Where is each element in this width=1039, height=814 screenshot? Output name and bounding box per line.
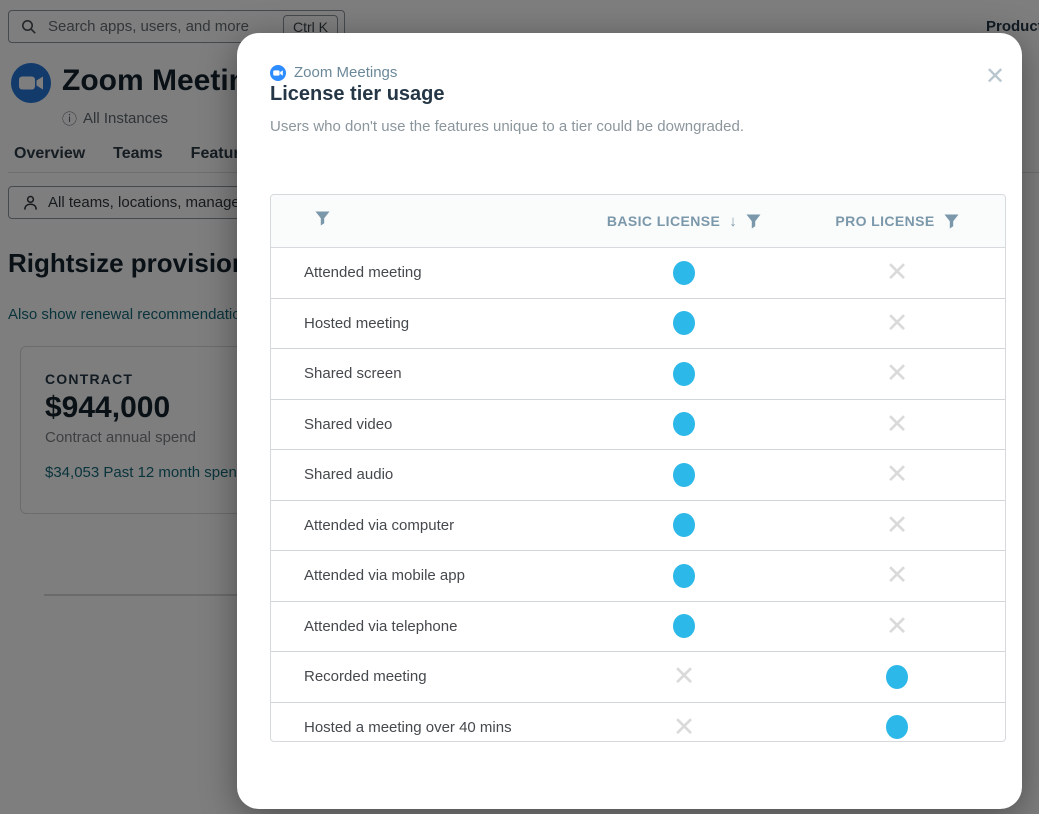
sort-descending-icon: ↓ — [729, 212, 738, 230]
table-body: Attended meeting ✕ Hosted meeting ✕ Shared s… — [271, 248, 1005, 752]
included-dot-icon — [673, 513, 695, 538]
pro-license-column-header[interactable]: PRO LICENSE — [789, 213, 1005, 229]
availability-cell — [579, 513, 789, 538]
feature-label: Attended via computer — [304, 516, 455, 534]
table-row: Recorded meeting ✕ — [271, 652, 1005, 703]
modal-title: License tier usage — [270, 83, 445, 105]
table-row: Shared screen ✕ — [271, 349, 1005, 400]
availability-cell — [579, 563, 789, 588]
license-tier-usage-modal: Zoom Meetings License tier usage Users w… — [237, 33, 1022, 809]
license-tier-table: BASIC LICENSE ↓ PRO LICENSE Attended mee… — [270, 194, 1006, 742]
feature-label: Attended via telephone — [304, 617, 458, 635]
zoom-app-icon — [270, 64, 286, 81]
modal-subtitle: Users who don't use the features unique … — [270, 118, 745, 135]
feature-label: Attended via mobile app — [304, 567, 465, 585]
availability-cell: ✕ — [789, 562, 1005, 589]
not-included-x-icon: ✕ — [672, 711, 696, 742]
modal-app-name-row: Zoom Meetings — [270, 64, 397, 81]
filter-funnel-icon[interactable] — [315, 211, 330, 226]
not-included-x-icon: ✕ — [885, 408, 909, 439]
table-row: Attended meeting ✕ — [271, 248, 1005, 299]
included-dot-icon — [886, 715, 908, 740]
filter-funnel-icon[interactable] — [746, 214, 761, 229]
filter-funnel-icon[interactable] — [944, 214, 959, 229]
not-included-x-icon: ✕ — [885, 459, 909, 490]
availability-cell — [579, 614, 789, 639]
not-included-x-icon: ✕ — [885, 610, 909, 641]
availability-cell — [579, 412, 789, 437]
availability-cell: ✕ — [789, 610, 1005, 641]
not-included-x-icon: ✕ — [885, 257, 909, 288]
not-included-x-icon: ✕ — [885, 307, 909, 338]
availability-cell — [789, 664, 1005, 689]
table-row: Attended via mobile app ✕ — [271, 551, 1005, 602]
not-included-x-icon: ✕ — [885, 560, 909, 591]
availability-cell: ✕ — [789, 307, 1005, 338]
not-included-x-icon: ✕ — [885, 509, 909, 540]
included-dot-icon — [673, 361, 695, 386]
availability-cell: ✕ — [789, 509, 1005, 540]
feature-label: Shared audio — [304, 466, 394, 484]
table-row: Attended via telephone ✕ — [271, 602, 1005, 652]
table-row: Attended via computer ✕ — [271, 501, 1005, 551]
availability-cell — [789, 715, 1005, 740]
included-dot-icon — [673, 311, 695, 336]
availability-cell: ✕ — [579, 663, 789, 690]
modal-app-name: Zoom Meetings — [294, 64, 398, 81]
feature-column-header — [271, 211, 579, 231]
availability-cell — [579, 462, 789, 487]
feature-label: Shared screen — [304, 365, 402, 383]
table-row: Shared video ✕ — [271, 400, 1005, 450]
availability-cell: ✕ — [789, 259, 1005, 286]
included-dot-icon — [673, 614, 695, 639]
availability-cell — [579, 260, 789, 285]
pro-license-label: PRO LICENSE — [835, 213, 935, 229]
feature-label: Attended meeting — [304, 264, 422, 282]
feature-label: Hosted a meeting over 40 mins — [304, 718, 512, 736]
availability-cell — [579, 361, 789, 386]
availability-cell: ✕ — [789, 360, 1005, 387]
availability-cell — [579, 311, 789, 336]
table-row: Shared audio ✕ — [271, 450, 1005, 501]
feature-label: Shared video — [304, 415, 393, 433]
close-icon[interactable]: ✕ — [984, 63, 1006, 90]
basic-license-column-header[interactable]: BASIC LICENSE ↓ — [579, 213, 789, 230]
included-dot-icon — [673, 462, 695, 487]
feature-label: Hosted meeting — [304, 314, 410, 332]
table-row: Hosted a meeting over 40 mins ✕ — [271, 703, 1005, 753]
included-dot-icon — [673, 260, 695, 285]
included-dot-icon — [886, 664, 908, 689]
basic-license-label: BASIC LICENSE — [606, 213, 721, 229]
not-included-x-icon: ✕ — [885, 358, 909, 389]
table-row: Hosted meeting ✕ — [271, 299, 1005, 349]
included-dot-icon — [673, 563, 695, 588]
not-included-x-icon: ✕ — [672, 661, 696, 692]
table-header-row: BASIC LICENSE ↓ PRO LICENSE — [271, 195, 1005, 248]
included-dot-icon — [673, 412, 695, 437]
availability-cell: ✕ — [789, 408, 1005, 439]
availability-cell: ✕ — [579, 711, 789, 742]
feature-label: Recorded meeting — [304, 668, 427, 686]
availability-cell: ✕ — [789, 461, 1005, 488]
